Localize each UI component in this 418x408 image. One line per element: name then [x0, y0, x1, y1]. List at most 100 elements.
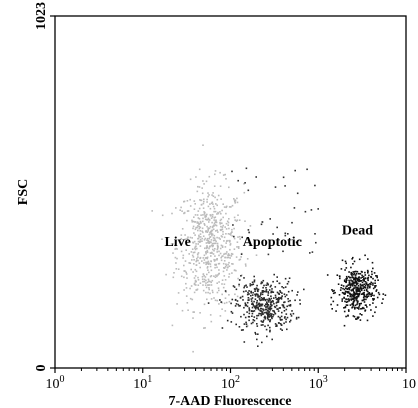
scatter-point-live: [197, 279, 200, 281]
scatter-point-dead: [358, 287, 360, 290]
scatter-point-dead: [358, 292, 361, 295]
scatter-point-live: [189, 178, 192, 181]
scatter-point-dead: [345, 279, 348, 281]
scatter-point-dead: [375, 285, 377, 287]
scatter-point-dead: [359, 280, 362, 282]
scatter-point-dead: [346, 304, 349, 306]
scatter-point-apoptotic: [277, 300, 280, 303]
scatter-point-apoptotic: [253, 310, 256, 312]
scatter-point-dead: [360, 287, 363, 289]
scatter-point-live: [203, 239, 206, 241]
scatter-point-dead: [343, 297, 345, 299]
scatter-point-live: [185, 282, 187, 285]
scatter-point-live: [212, 291, 214, 294]
scatter-point-live: [207, 278, 210, 281]
scatter-point-apoptotic: [234, 305, 237, 307]
scatter-point-apoptotic: [249, 284, 252, 287]
scatter-point-live: [246, 258, 249, 260]
scatter-point-apoptotic: [276, 325, 278, 327]
scatter-point-dead: [377, 279, 379, 281]
scatter-point-apoptotic: [278, 282, 281, 285]
scatter-point-dead: [369, 283, 371, 285]
scatter-point-live: [197, 256, 199, 258]
scatter-point-live: [209, 241, 211, 243]
scatter-point-apoptotic: [261, 312, 263, 314]
scatter-point-live: [206, 213, 208, 216]
scatter-point-live: [211, 213, 214, 216]
scatter-point-dead: [347, 287, 350, 289]
scatter-point-live: [189, 236, 192, 239]
scatter-point-apoptotic: [281, 286, 283, 288]
scatter-point-live: [177, 292, 180, 294]
scatter-point-live: [199, 245, 202, 247]
scatter-point-live: [225, 205, 228, 208]
scatter-point-live: [216, 248, 219, 251]
scatter-point-apoptotic: [265, 308, 268, 311]
scatter-point-live: [208, 227, 211, 230]
scatter-point-apoptotic: [240, 275, 242, 277]
scatter-point-live: [206, 239, 208, 241]
scatter-point-live: [185, 249, 187, 251]
scatter-point-live: [211, 234, 213, 237]
scatter-point-dead: [369, 293, 371, 296]
scatter-point-live: [243, 183, 245, 185]
scatter-point-live: [202, 144, 204, 146]
scatter-point-live: [228, 300, 231, 303]
scatter-point-apoptotic: [266, 305, 269, 307]
scatter-point-live: [206, 218, 208, 221]
scatter-point-live: [210, 260, 212, 262]
scatter-point-dead: [377, 291, 380, 294]
scatter-point-live: [191, 254, 194, 257]
scatter-point-live: [212, 195, 215, 197]
scatter-point-live: [198, 218, 201, 220]
scatter-point-dead: [363, 293, 365, 295]
scatter-point-apoptotic: [291, 289, 293, 292]
scatter-point-apoptotic: [256, 300, 258, 302]
scatter-point-live: [184, 270, 186, 272]
scatter-point-dead: [354, 285, 357, 287]
scatter-point-live: [193, 311, 195, 313]
scatter-point-live: [174, 248, 176, 250]
scatter-point-dead: [371, 292, 373, 294]
scatter-point-dead: [371, 261, 374, 264]
scatter-point-live: [205, 282, 207, 284]
scatter-point-apoptotic: [286, 283, 289, 285]
scatter-point-dead: [367, 277, 369, 280]
scatter-point-live: [180, 237, 183, 240]
scatter-point-dead: [374, 285, 376, 287]
scatter-point-live: [197, 221, 199, 224]
scatter-point-live: [199, 241, 201, 243]
scatter-point-dead: [354, 280, 357, 283]
scatter-point-live: [206, 256, 209, 259]
scatter-point-apoptotic: [276, 280, 278, 282]
scatter-point-live: [192, 311, 194, 313]
scatter-point-apoptotic: [246, 286, 248, 288]
scatter-point-live: [194, 203, 196, 205]
scatter-point-live: [186, 210, 189, 212]
scatter-point-live: [225, 212, 227, 215]
scatter-point-live: [193, 263, 195, 265]
scatter-point-live: [208, 221, 210, 223]
scatter-point-apoptotic: [275, 298, 278, 301]
scatter-point-apoptotic: [253, 319, 256, 322]
scatter-point-live: [200, 204, 203, 206]
scatter-point-apoptotic: [266, 282, 269, 284]
scatter-point-live: [190, 251, 193, 253]
scatter-point-dead: [344, 300, 346, 303]
scatter-point-live: [209, 314, 212, 316]
scatter-point-dead: [358, 272, 360, 275]
scatter-point-dead: [363, 294, 366, 296]
scatter-point-apoptotic: [277, 308, 279, 310]
scatter-point-live: [173, 272, 175, 274]
scatter-point-live: [198, 262, 201, 264]
scatter-point-dead: [363, 286, 366, 288]
scatter-point-live: [203, 213, 206, 215]
scatter-point-apoptotic: [254, 288, 256, 291]
scatter-point-live: [207, 195, 209, 198]
scatter-point-live: [212, 237, 215, 239]
scatter-point-live: [196, 226, 198, 229]
scatter-point-live: [192, 220, 195, 223]
scatter-point-apoptotic: [269, 330, 271, 333]
scatter-point-live: [214, 216, 217, 218]
scatter-point-live: [212, 242, 214, 245]
